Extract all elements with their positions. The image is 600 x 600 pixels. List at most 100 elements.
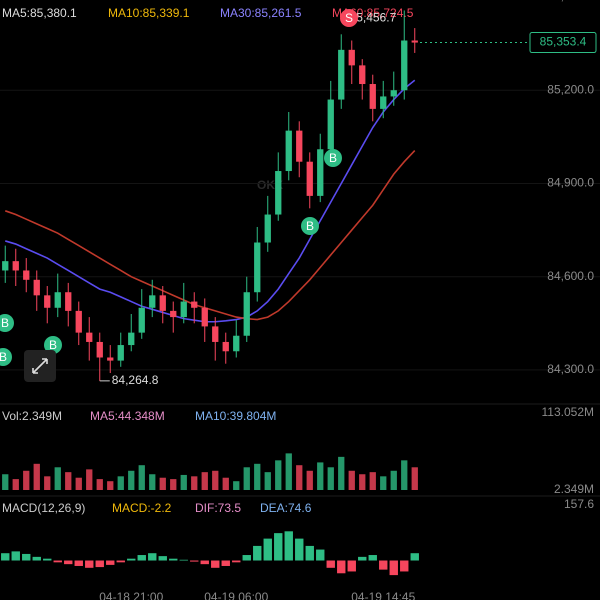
volume-bar [212, 470, 219, 490]
volume-bar [54, 467, 61, 490]
macd-bar [137, 555, 146, 561]
candle-body [359, 65, 366, 85]
trade-marker [301, 217, 319, 235]
macd-bar [326, 560, 335, 568]
macd-bar [263, 538, 272, 561]
candle-body [2, 261, 9, 271]
volume-bar [327, 467, 334, 490]
y-tick-label: 84,300.0 [547, 362, 594, 376]
trade-marker-label: B [329, 151, 337, 165]
volume-bar [96, 479, 103, 490]
volume-bar [180, 474, 187, 490]
trade-marker-label: B [0, 350, 7, 364]
trade-marker [324, 149, 342, 167]
volume-bar [296, 465, 303, 490]
macd-bar [358, 556, 367, 561]
macd-bar [43, 558, 52, 561]
macd-bar [169, 558, 178, 561]
volume-bar [170, 479, 177, 490]
trade-marker-label: S [345, 11, 353, 25]
candle-body [149, 295, 156, 308]
macd-bar [295, 538, 304, 561]
candle-body [191, 301, 198, 308]
macd-bar [232, 560, 241, 563]
macd-bar [410, 553, 419, 561]
macd-bar [1, 553, 10, 561]
expand-icon [32, 358, 48, 374]
candle-body [264, 214, 271, 243]
volume-bar [191, 476, 198, 490]
legend-entry: Vol:2.349M [2, 409, 62, 423]
candle-body [44, 295, 51, 308]
candle-body [170, 310, 177, 318]
y-tick-label: 2.349M [554, 482, 594, 496]
volume-bar [201, 472, 208, 490]
macd-bar [305, 545, 314, 561]
expand-button[interactable] [24, 350, 56, 382]
candle-body [243, 292, 250, 336]
volume-bar [275, 460, 282, 490]
moving-average-line [5, 79, 416, 323]
candle-body [275, 171, 282, 215]
y-tick-label: 84,600.0 [547, 269, 594, 283]
macd-bar [106, 560, 115, 565]
volume-bar [369, 472, 376, 490]
volume-bar [149, 474, 156, 490]
candle-body [401, 40, 408, 91]
volume-bar [12, 479, 19, 490]
candle-body [107, 357, 114, 361]
legend-entry: MA30:85,261.5 [220, 6, 302, 20]
macd-bar [95, 560, 104, 568]
candle-body [117, 345, 124, 361]
candle-body [348, 49, 355, 66]
macd-bar [221, 560, 230, 566]
legend-entry: DEA:74.6 [260, 501, 312, 515]
candle-body [159, 295, 166, 311]
x-tick-label: 04-19 06:00 [204, 590, 268, 600]
macd-bar [389, 560, 398, 576]
candle-body [380, 96, 387, 109]
macd-bar [347, 560, 356, 572]
candle-body [65, 292, 72, 311]
macd-bar [253, 545, 262, 561]
volume-bar [411, 467, 418, 490]
candle-body [23, 270, 30, 280]
candle-body [138, 307, 145, 333]
candle-body [369, 84, 376, 109]
macd-bar [127, 558, 136, 561]
volume-bar [222, 477, 229, 490]
candle-body [33, 279, 40, 296]
trade-marker [0, 348, 12, 366]
volume-bar [390, 470, 397, 490]
y-tick-label: 85,500.0 [547, 0, 594, 3]
trade-marker-label: B [306, 219, 314, 233]
trade-marker-label: B [49, 338, 57, 352]
x-tick-label: 04-18 21:00 [99, 590, 163, 600]
macd-bar [22, 553, 31, 561]
volume-bar [380, 476, 387, 490]
trade-marker-label: B [1, 316, 9, 330]
macd-bar [400, 560, 409, 572]
moving-average-line [4, 149, 416, 321]
x-tick-label: 04-19 14:45 [351, 590, 415, 600]
y-tick-label: 113.052M [542, 405, 594, 419]
legend-entry: MACD:-2.2 [112, 501, 172, 515]
candle-body [327, 99, 334, 150]
y-tick-label: 157.6 [564, 497, 594, 511]
volume-bar [317, 462, 324, 490]
volume-bar [107, 481, 114, 490]
candle-body [390, 90, 397, 97]
volume-bar [117, 476, 124, 490]
volume-bar [264, 472, 271, 490]
candle-body [86, 332, 93, 342]
macd-bar [379, 560, 388, 570]
candle-body [180, 301, 187, 318]
annotation-label: 84,264.8 [112, 373, 159, 387]
candle-body [306, 161, 313, 196]
candle-body [75, 310, 82, 333]
volume-bar [285, 453, 292, 490]
candle-body [212, 326, 219, 342]
candle-body [128, 332, 135, 346]
